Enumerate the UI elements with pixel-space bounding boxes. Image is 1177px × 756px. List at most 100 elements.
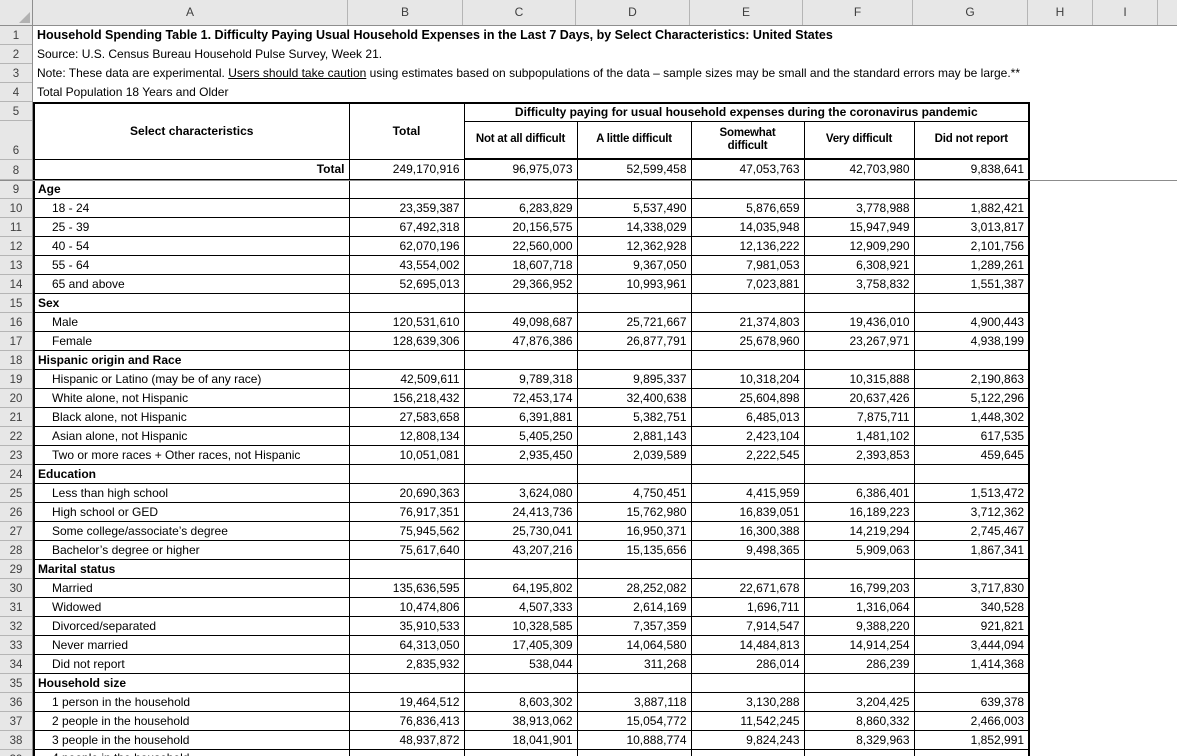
value-cell[interactable] [463, 558, 578, 579]
value-cell[interactable] [913, 292, 1030, 313]
row-header-32[interactable]: 32 [0, 617, 32, 636]
value-cell[interactable]: 5,537,490 [576, 197, 692, 218]
row-header-12[interactable]: 12 [0, 237, 32, 256]
row-label-cell[interactable]: 1 person in the household [33, 691, 350, 712]
row-label-cell[interactable]: 25 - 39 [33, 216, 350, 237]
value-cell[interactable]: 1,513,472 [913, 482, 1030, 503]
value-cell[interactable]: 6,485,013 [690, 406, 805, 427]
value-cell[interactable]: 639,378 [913, 691, 1030, 712]
value-cell[interactable]: 7,981,053 [690, 254, 805, 275]
value-cell[interactable] [690, 748, 805, 756]
value-cell[interactable]: 2,190,863 [913, 368, 1030, 389]
value-cell[interactable]: 26,877,791 [576, 330, 692, 351]
row-label-cell[interactable]: Did not report [33, 653, 350, 674]
row-header-15[interactable]: 15 [0, 294, 32, 313]
value-cell[interactable]: 9,838,641 [913, 158, 1030, 180]
row-label-cell[interactable]: 4 people in the household [33, 748, 350, 756]
value-cell[interactable]: 5,876,659 [690, 197, 805, 218]
row-header-3[interactable]: 3 [0, 64, 32, 83]
value-cell[interactable]: 43,554,002 [348, 254, 465, 275]
value-cell[interactable]: 35,910,533 [348, 615, 465, 636]
value-cell[interactable]: 12,808,134 [348, 425, 465, 446]
value-cell[interactable]: 340,528 [913, 596, 1030, 617]
value-cell[interactable]: 23,267,971 [803, 330, 915, 351]
value-cell[interactable]: 3,758,832 [803, 273, 915, 294]
value-cell[interactable]: 9,824,243 [690, 729, 805, 750]
row-header-14[interactable]: 14 [0, 275, 32, 294]
value-cell[interactable]: 1,882,421 [913, 197, 1030, 218]
value-cell[interactable]: 249,170,916 [348, 158, 465, 180]
value-cell[interactable] [913, 672, 1030, 693]
sub-header-cell[interactable]: Did not report [913, 120, 1030, 160]
value-cell[interactable]: 128,639,306 [348, 330, 465, 351]
value-cell[interactable] [690, 463, 805, 484]
value-cell[interactable]: 459,645 [913, 444, 1030, 465]
row-header-25[interactable]: 25 [0, 484, 32, 503]
row-label-cell[interactable]: Hispanic origin and Race [33, 349, 350, 370]
header-difficulty-span[interactable]: Difficulty paying for usual household ex… [463, 102, 1030, 122]
row-label-cell[interactable]: Total [33, 158, 350, 180]
value-cell[interactable]: 75,945,562 [348, 520, 465, 541]
value-cell[interactable] [913, 178, 1030, 199]
row-header-29[interactable]: 29 [0, 560, 32, 579]
value-cell[interactable]: 21,374,803 [690, 311, 805, 332]
column-header-b[interactable]: B [348, 0, 463, 25]
sub-header-cell[interactable]: A little difficult [576, 120, 692, 160]
row-label-cell[interactable]: Black alone, not Hispanic [33, 406, 350, 427]
value-cell[interactable]: 2,466,003 [913, 710, 1030, 731]
column-header-g[interactable]: G [913, 0, 1028, 25]
row-header-13[interactable]: 13 [0, 256, 32, 275]
sheet-title-cell[interactable]: Household Spending Table 1. Difficulty P… [37, 28, 833, 42]
value-cell[interactable]: 286,239 [803, 653, 915, 674]
row-label-cell[interactable]: Some college/associate’s degree [33, 520, 350, 541]
row-label-cell[interactable]: Less than high school [33, 482, 350, 503]
value-cell[interactable]: 22,671,678 [690, 577, 805, 598]
value-cell[interactable]: 6,391,881 [463, 406, 578, 427]
value-cell[interactable] [348, 748, 465, 756]
row-label-cell[interactable]: Age [33, 178, 350, 199]
value-cell[interactable]: 11,542,245 [690, 710, 805, 731]
value-cell[interactable]: 4,507,333 [463, 596, 578, 617]
value-cell[interactable]: 75,617,640 [348, 539, 465, 560]
value-cell[interactable] [348, 463, 465, 484]
value-cell[interactable]: 20,156,575 [463, 216, 578, 237]
value-cell[interactable]: 15,947,949 [803, 216, 915, 237]
value-cell[interactable]: 3,624,080 [463, 482, 578, 503]
value-cell[interactable]: 20,637,426 [803, 387, 915, 408]
value-cell[interactable]: 3,778,988 [803, 197, 915, 218]
row-label-cell[interactable]: Two or more races + Other races, not His… [33, 444, 350, 465]
value-cell[interactable] [576, 292, 692, 313]
value-cell[interactable] [690, 349, 805, 370]
value-cell[interactable] [803, 292, 915, 313]
row-label-cell[interactable]: 2 people in the household [33, 710, 350, 731]
value-cell[interactable]: 42,703,980 [803, 158, 915, 180]
row-label-cell[interactable]: Never married [33, 634, 350, 655]
row-label-cell[interactable]: 18 - 24 [33, 197, 350, 218]
value-cell[interactable]: 14,338,029 [576, 216, 692, 237]
value-cell[interactable]: 76,836,413 [348, 710, 465, 731]
value-cell[interactable]: 1,414,368 [913, 653, 1030, 674]
value-cell[interactable]: 3,130,288 [690, 691, 805, 712]
row-label-cell[interactable]: Divorced/separated [33, 615, 350, 636]
row-header-34[interactable]: 34 [0, 655, 32, 674]
value-cell[interactable] [913, 558, 1030, 579]
row-header-27[interactable]: 27 [0, 522, 32, 541]
value-cell[interactable] [913, 463, 1030, 484]
value-cell[interactable]: 48,937,872 [348, 729, 465, 750]
row-label-cell[interactable]: Hispanic or Latino (may be of any race) [33, 368, 350, 389]
header-select-characteristics[interactable]: Select characteristics [33, 102, 350, 160]
value-cell[interactable]: 2,222,545 [690, 444, 805, 465]
value-cell[interactable]: 2,745,467 [913, 520, 1030, 541]
value-cell[interactable]: 14,035,948 [690, 216, 805, 237]
column-header-d[interactable]: D [576, 0, 690, 25]
row-header-36[interactable]: 36 [0, 693, 32, 712]
value-cell[interactable] [463, 748, 578, 756]
value-cell[interactable]: 43,207,216 [463, 539, 578, 560]
value-cell[interactable]: 16,300,388 [690, 520, 805, 541]
value-cell[interactable]: 12,909,290 [803, 235, 915, 256]
value-cell[interactable]: 2,039,589 [576, 444, 692, 465]
value-cell[interactable]: 10,474,806 [348, 596, 465, 617]
value-cell[interactable]: 29,366,952 [463, 273, 578, 294]
row-header-5[interactable]: 5 [0, 102, 32, 121]
value-cell[interactable]: 47,876,386 [463, 330, 578, 351]
